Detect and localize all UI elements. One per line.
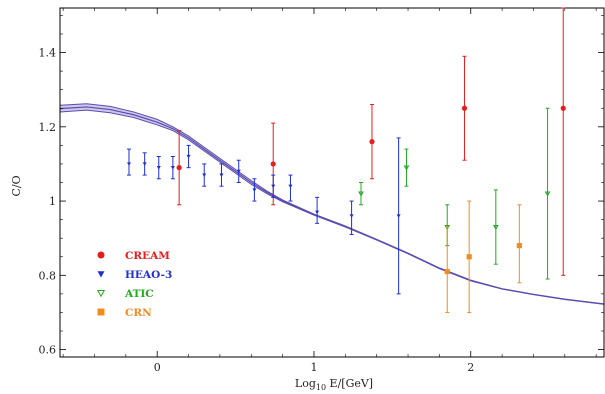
heao-3-point (156, 166, 161, 170)
plot-frame (59, 7, 605, 358)
heao-3-point (252, 188, 257, 192)
y-tick-label: 1.2 (39, 121, 57, 134)
cream-point (369, 139, 375, 145)
x-axis-label: Log10 E/[GeV] (295, 377, 373, 392)
legend-label-heao-3: HEAO-3 (125, 269, 172, 281)
heao-3-point (349, 214, 354, 218)
heao-3-point (142, 162, 147, 166)
y-tick-label: 1 (49, 195, 56, 208)
y-axis-label: C/O (10, 175, 23, 196)
heao-3-point (170, 166, 175, 170)
atic-point (544, 191, 551, 197)
legend: CREAM HEAO-3 ATIC CRN (96, 250, 172, 319)
heao-3-point (126, 162, 131, 166)
x-axis-label-rest: E/[GeV] (326, 377, 373, 390)
heao-3-point (396, 214, 401, 218)
legend-label-crn: CRN (125, 307, 152, 319)
cream-point (176, 165, 182, 171)
atic-point (358, 191, 364, 197)
y-tick-label: 1.4 (39, 47, 57, 60)
heao-3-point (202, 173, 207, 178)
heao-3-point (288, 184, 293, 189)
cream-point (560, 105, 566, 111)
cream-point (270, 161, 276, 167)
x-axis-label-main: Log (295, 377, 316, 390)
model-band-center (59, 106, 605, 305)
x-tick-label: 0 (154, 361, 161, 374)
legend-marker-atic (96, 289, 106, 298)
x-axis-label-subscript: 10 (316, 383, 326, 392)
legend-label-cream: CREAM (125, 250, 170, 262)
y-tick-label: 0.6 (39, 344, 57, 357)
cream-point (461, 105, 468, 111)
legend-marker-heao-3 (97, 271, 105, 278)
data-points-layer (126, 7, 566, 313)
x-tick-label: 1 (310, 361, 317, 374)
crn-point (466, 254, 472, 260)
heao-3-point (219, 173, 224, 178)
crn-point (516, 243, 522, 249)
heao-3-point (236, 169, 241, 174)
crn-point (444, 269, 450, 275)
x-tick-label: 2 (467, 361, 474, 374)
heao-3-point (315, 210, 320, 215)
legend-marker-crn (97, 308, 105, 316)
atic-point (403, 165, 410, 171)
axes: 0 1 2 0.6 0.8 1 1.2 1.4 (39, 7, 605, 374)
model-band-layer (59, 103, 605, 305)
y-tick-label: 0.8 (39, 269, 57, 282)
heao-3-point (271, 184, 276, 189)
atic-point (492, 224, 499, 231)
heao-3-point (186, 154, 191, 159)
legend-marker-cream (97, 251, 105, 259)
legend-label-atic: ATIC (124, 288, 154, 300)
